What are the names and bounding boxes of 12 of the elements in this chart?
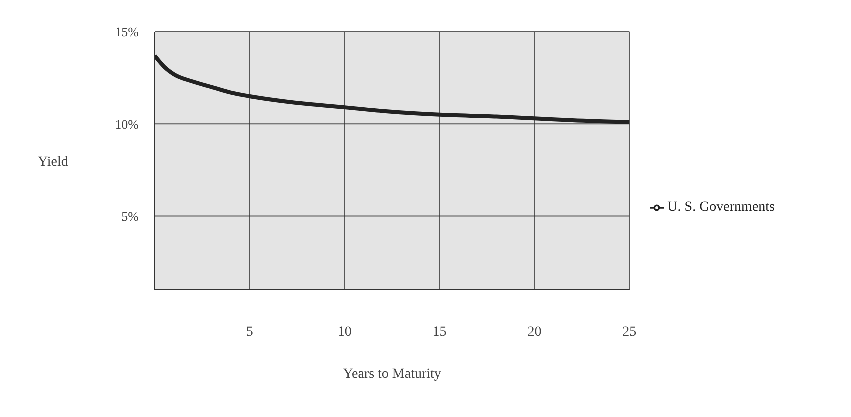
x-tick-label: 20: [528, 324, 542, 340]
y-tick-label: 15%: [115, 24, 140, 40]
y-tick-label: 10%: [115, 116, 140, 132]
x-tick-label: 25: [622, 324, 637, 340]
y-tick-label: 5%: [122, 208, 140, 224]
x-tick-label: 10: [338, 324, 352, 340]
line-series: [155, 54, 630, 124]
x-tick-label: 5: [246, 324, 254, 340]
x-axis-title: Years to Maturity: [343, 367, 442, 382]
x-tick-label: 15: [432, 324, 447, 340]
legend-label: U. S. Governments: [668, 200, 775, 215]
y-axis-title: Yield: [38, 154, 68, 170]
